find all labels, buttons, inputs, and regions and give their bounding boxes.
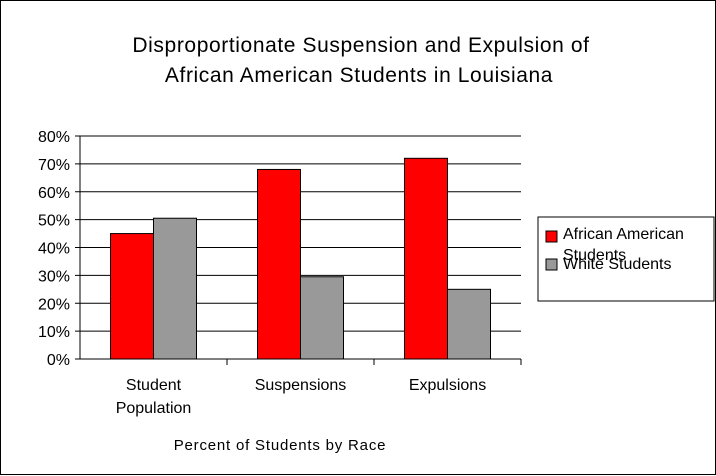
legend-swatch <box>545 258 558 271</box>
legend-label: White Students <box>563 256 672 273</box>
chart-title-line-2: African American Students in Louisiana <box>165 64 553 87</box>
y-tick-label: 70% <box>38 157 70 174</box>
y-tick-label: 30% <box>38 268 70 285</box>
y-tick-label: 0% <box>47 352 70 369</box>
y-tick-label: 60% <box>38 185 70 202</box>
y-tick-labels: 0% 10% 20% 30% 40% 50% 60% 70% 80% <box>38 129 70 369</box>
y-tick-label: 80% <box>38 129 70 146</box>
axes <box>75 135 522 365</box>
y-tick-label: 50% <box>38 213 70 230</box>
bar-white-1 <box>300 276 344 360</box>
legend-swatch <box>545 230 558 243</box>
bar-african-american-1 <box>257 168 301 360</box>
category-label: Population <box>116 400 192 417</box>
chart-title-line-1: Disproportionate Suspension and Expulsio… <box>132 34 589 57</box>
category-label: Student <box>126 377 182 394</box>
bar-african-american-2 <box>404 157 448 360</box>
y-tick-label: 20% <box>38 296 70 313</box>
bar-white-2 <box>447 288 491 360</box>
bars <box>110 157 491 360</box>
y-tick-label: 10% <box>38 324 70 341</box>
y-tick-label: 40% <box>38 241 70 258</box>
category-label: Suspensions <box>255 377 347 394</box>
legend-label: African American <box>563 226 684 243</box>
category-label: Expulsions <box>409 377 486 394</box>
legend-box <box>537 216 715 302</box>
bar-african-american-0 <box>110 233 154 360</box>
x-axis-label: Percent of Students by Race <box>174 437 387 454</box>
category-labels: Student Population Suspensions Expulsions <box>116 377 487 417</box>
bar-white-0 <box>153 217 197 360</box>
legend-label: Students <box>563 247 626 264</box>
